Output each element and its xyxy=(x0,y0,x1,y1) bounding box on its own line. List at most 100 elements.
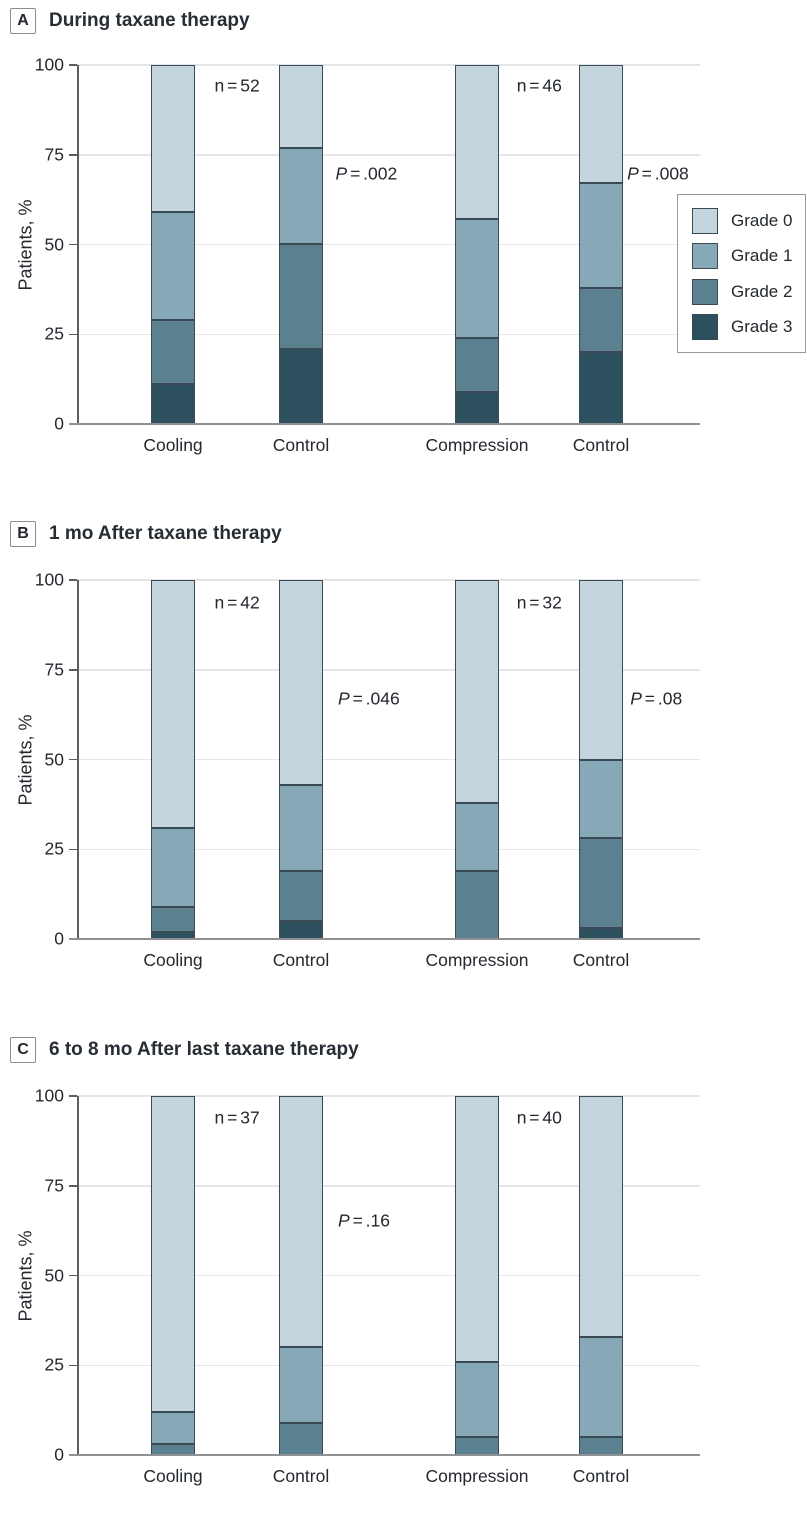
bar-cooling-0 xyxy=(151,65,195,424)
legend-item-grade-3: Grade 3 xyxy=(692,314,805,341)
segment-grade-1 xyxy=(579,183,623,288)
panel-a-y-axis-label: Patients, % xyxy=(15,198,36,291)
bar-control-1 xyxy=(279,1096,323,1455)
bar-control-1 xyxy=(279,65,323,424)
category-label-control: Control xyxy=(572,950,630,970)
gridline-50 xyxy=(77,758,700,761)
bar-compression-2 xyxy=(455,580,499,939)
segment-grade-2 xyxy=(579,838,623,929)
x-axis-line xyxy=(69,938,700,940)
grade-3-swatch-icon xyxy=(692,314,718,340)
segment-grade-3 xyxy=(279,348,323,424)
legend-label: Grade 0 xyxy=(731,210,793,230)
segment-grade-0 xyxy=(579,580,623,760)
y-tick-label-25: 25 xyxy=(44,838,64,859)
n-count-label: n = 37 xyxy=(214,1107,260,1128)
y-tick-50 xyxy=(69,1274,77,1277)
n-count-label: n = 52 xyxy=(214,75,260,96)
gridline-100 xyxy=(77,1095,700,1097)
p-value-label: P = .08 xyxy=(630,688,683,709)
segment-grade-2 xyxy=(279,244,323,349)
panel-a-letter: A xyxy=(10,8,36,34)
panel-c-header: C 6 to 8 mo After last taxane therapy xyxy=(10,1037,359,1063)
y-tick-100 xyxy=(69,1095,77,1097)
y-tick-25 xyxy=(69,848,77,850)
gridline-50 xyxy=(77,1274,700,1277)
x-axis-line xyxy=(69,423,700,425)
legend: Grade 0 Grade 1 Grade 2 Grade 3 xyxy=(677,194,806,353)
segment-grade-2 xyxy=(455,870,499,939)
segment-grade-0 xyxy=(279,580,323,785)
panel-a-header: A During taxane therapy xyxy=(10,8,250,34)
y-tick-label-25: 25 xyxy=(44,323,64,344)
segment-grade-0 xyxy=(455,65,499,220)
y-tick-25 xyxy=(69,1364,77,1366)
y-tick-50 xyxy=(69,758,77,761)
x-axis-line xyxy=(69,1454,700,1456)
n-count-label: n = 40 xyxy=(516,1107,562,1128)
category-label-control: Control xyxy=(272,1466,330,1486)
segment-grade-2 xyxy=(579,1437,623,1455)
legend-label: Grade 3 xyxy=(731,317,793,336)
segment-grade-2 xyxy=(455,1437,499,1455)
segment-grade-0 xyxy=(151,1096,195,1412)
panel-a: A During taxane therapy Patients, % 0 25 5… xyxy=(0,8,807,513)
segment-grade-1 xyxy=(579,759,623,839)
y-tick-100 xyxy=(69,64,77,66)
panel-b-y-axis-label: Patients, % xyxy=(15,713,36,806)
gridline-75 xyxy=(77,1185,700,1187)
y-tick-label-75: 75 xyxy=(44,144,64,165)
bar-cooling-0 xyxy=(151,1096,195,1455)
gridline-25 xyxy=(77,1364,700,1366)
y-axis-line xyxy=(77,580,79,939)
y-axis-line xyxy=(77,1096,79,1455)
gridline-100 xyxy=(77,64,700,66)
segment-grade-3 xyxy=(279,921,323,939)
grade-2-swatch-icon xyxy=(692,278,718,305)
segment-grade-1 xyxy=(279,147,323,245)
panel-b-header: B 1 mo After taxane therapy xyxy=(10,521,282,547)
category-label-compression: Compression xyxy=(425,435,529,455)
legend-item-grade-2: Grade 2 xyxy=(692,278,805,305)
bar-compression-2 xyxy=(455,65,499,424)
bar-cooling-0 xyxy=(151,580,195,939)
segment-grade-2 xyxy=(455,337,499,392)
gridline-50 xyxy=(77,243,700,246)
gridline-75 xyxy=(77,154,700,156)
n-count-label: n = 32 xyxy=(516,592,562,613)
category-label-control: Control xyxy=(272,950,330,970)
p-value-label: P = .16 xyxy=(338,1210,390,1231)
segment-grade-0 xyxy=(579,1096,623,1337)
category-label-control: Control xyxy=(572,1466,630,1486)
category-label-control: Control xyxy=(272,435,330,455)
segment-grade-0 xyxy=(279,65,323,148)
bar-control-3 xyxy=(579,580,623,939)
segment-grade-1 xyxy=(151,1411,195,1445)
y-tick-label-100: 100 xyxy=(34,1085,64,1106)
y-tick-label-100: 100 xyxy=(34,569,64,590)
gridline-100 xyxy=(77,579,700,581)
category-label-cooling: Cooling xyxy=(143,1466,203,1486)
gridline-25 xyxy=(77,333,700,335)
segment-grade-1 xyxy=(151,212,195,320)
y-tick-label-25: 25 xyxy=(44,1354,64,1375)
panel-b-letter: B xyxy=(10,521,36,547)
segment-grade-2 xyxy=(279,1422,323,1455)
category-label-cooling: Cooling xyxy=(143,435,203,455)
segment-grade-1 xyxy=(279,1347,323,1423)
panel-b-plot: Patients, % 0 25 50 75 100 Cooling Control Comp… xyxy=(16,570,700,970)
segment-grade-2 xyxy=(579,287,623,353)
segment-grade-1 xyxy=(151,827,195,907)
bar-control-3 xyxy=(579,1096,623,1455)
segment-grade-1 xyxy=(279,784,323,871)
segment-grade-1 xyxy=(455,1361,499,1438)
panel-c: C 6 to 8 mo After last taxane therapy Pa… xyxy=(0,1037,807,1507)
segment-grade-2 xyxy=(151,319,195,385)
category-label-cooling: Cooling xyxy=(143,950,203,970)
segment-grade-3 xyxy=(579,352,623,424)
category-label-compression: Compression xyxy=(425,1466,529,1486)
y-tick-label-0: 0 xyxy=(54,928,64,949)
legend-item-grade-1: Grade 1 xyxy=(692,243,805,270)
panel-c-title: 6 to 8 mo After last taxane therapy xyxy=(49,1039,359,1060)
